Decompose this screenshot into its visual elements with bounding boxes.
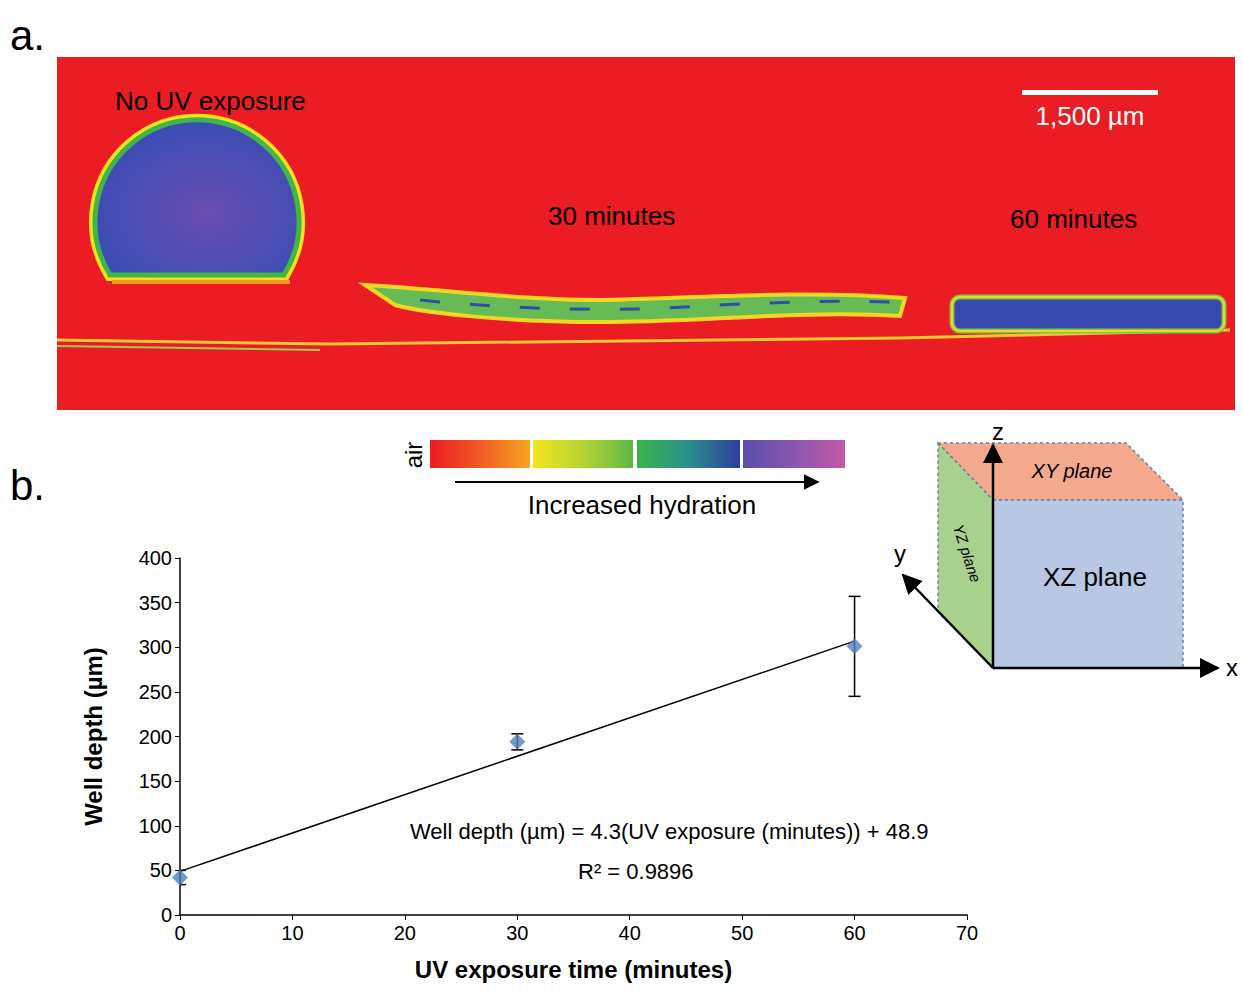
svg-text:XY plane: XY plane bbox=[1031, 460, 1113, 482]
svg-text:60 minutes: 60 minutes bbox=[1010, 204, 1137, 234]
svg-text:R² = 0.9896: R² = 0.9896 bbox=[578, 859, 694, 884]
svg-text:60: 60 bbox=[843, 922, 865, 944]
svg-text:70: 70 bbox=[956, 922, 978, 944]
svg-text:100: 100 bbox=[139, 815, 172, 837]
svg-text:150: 150 bbox=[139, 770, 172, 792]
svg-text:z: z bbox=[992, 418, 1004, 445]
svg-text:UV exposure time (minutes): UV exposure time (minutes) bbox=[415, 956, 732, 983]
svg-text:x: x bbox=[1226, 654, 1238, 681]
svg-text:300: 300 bbox=[139, 636, 172, 658]
svg-text:30 minutes: 30 minutes bbox=[548, 201, 675, 231]
svg-text:Well depth (µm): Well depth (µm) bbox=[80, 647, 107, 826]
svg-text:50: 50 bbox=[731, 922, 753, 944]
svg-text:30: 30 bbox=[506, 922, 528, 944]
svg-text:XZ plane: XZ plane bbox=[1043, 562, 1147, 592]
svg-text:air: air bbox=[400, 442, 427, 469]
svg-text:b.: b. bbox=[10, 462, 45, 509]
svg-text:400: 400 bbox=[139, 547, 172, 569]
svg-text:50: 50 bbox=[150, 859, 172, 881]
svg-text:20: 20 bbox=[394, 922, 416, 944]
svg-text:YZ plane: YZ plane bbox=[950, 522, 985, 584]
svg-text:y: y bbox=[894, 540, 906, 567]
svg-text:a.: a. bbox=[10, 12, 45, 59]
svg-text:0: 0 bbox=[174, 922, 185, 944]
svg-text:350: 350 bbox=[139, 592, 172, 614]
svg-text:Increased hydration: Increased hydration bbox=[528, 490, 756, 520]
svg-text:250: 250 bbox=[139, 681, 172, 703]
svg-text:200: 200 bbox=[139, 726, 172, 748]
svg-text:10: 10 bbox=[281, 922, 303, 944]
svg-text:1,500 µm: 1,500 µm bbox=[1036, 101, 1145, 131]
svg-text:0: 0 bbox=[161, 904, 172, 926]
svg-text:No UV exposure: No UV exposure bbox=[115, 86, 306, 116]
svg-text:40: 40 bbox=[619, 922, 641, 944]
svg-text:Well depth (µm) = 4.3(UV expos: Well depth (µm) = 4.3(UV exposure (minut… bbox=[410, 819, 928, 844]
